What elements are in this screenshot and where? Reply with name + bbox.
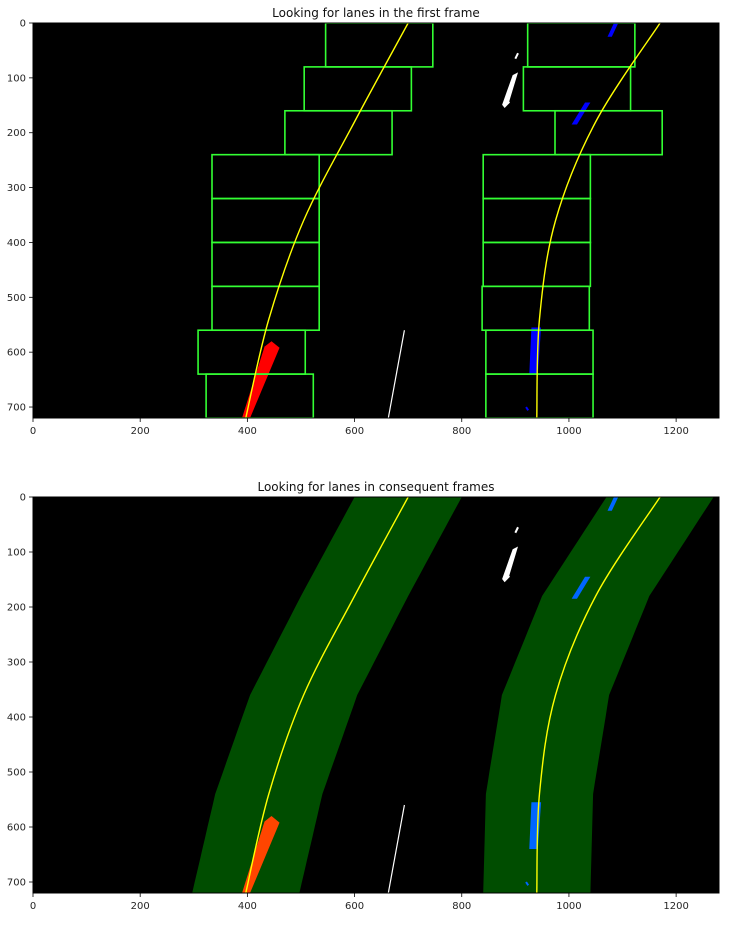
left-lane-fit xyxy=(245,23,409,418)
x-tick-label: 0 xyxy=(30,426,36,437)
consequent-frames-chart: Looking for lanes in consequent frames 0 2… xyxy=(7,480,720,912)
x-tick-label: 400 xyxy=(238,901,257,912)
y-tick-label: 400 xyxy=(7,713,26,724)
image-content xyxy=(192,497,714,893)
y-tick-label: 600 xyxy=(7,823,26,834)
x-tick-label: 600 xyxy=(345,426,364,437)
right-lane-pixels-middle xyxy=(571,102,591,125)
noise-blob xyxy=(501,72,519,106)
noise-blob-end xyxy=(502,99,510,109)
x-tick-label: 600 xyxy=(345,901,364,912)
y-tick-label: 100 xyxy=(7,548,26,559)
right-lane-pixels-top xyxy=(607,23,619,37)
x-tick-label: 200 xyxy=(131,426,150,437)
y-tick-label: 100 xyxy=(7,73,26,84)
x-tick-label: 1000 xyxy=(556,901,581,912)
right-search-window xyxy=(554,109,663,156)
first-frame-chart: Looking for lanes in the first frame 0 200… xyxy=(7,6,720,437)
image-content xyxy=(197,23,663,418)
right-lane-fit xyxy=(536,497,661,893)
x-tick-label: 800 xyxy=(452,426,471,437)
right-lane-pixels-top xyxy=(607,497,619,511)
x-tick-label: 200 xyxy=(131,901,150,912)
x-tick-label: 1200 xyxy=(663,901,688,912)
chart-title: Looking for lanes in consequent frames xyxy=(257,480,494,494)
right-lane-pixel-dot xyxy=(525,881,530,886)
noise-blob-end xyxy=(502,574,510,583)
y-tick-label: 200 xyxy=(7,128,26,139)
right-lane-pixel-dot xyxy=(525,406,530,411)
right-search-window xyxy=(485,373,594,418)
y-tick-label: 400 xyxy=(7,238,26,249)
y-tick-label: 700 xyxy=(7,878,26,889)
y-tick-label: 0 xyxy=(20,19,26,30)
noise-line xyxy=(387,330,405,418)
noise-line xyxy=(387,804,405,893)
axes-frame xyxy=(32,496,720,894)
noise-blob xyxy=(501,546,519,580)
y-tick-label: 300 xyxy=(7,658,26,669)
y-tick-label: 600 xyxy=(7,348,26,359)
left-lane-fit xyxy=(245,497,409,893)
x-tick-label: 400 xyxy=(238,426,257,437)
y-tick-label: 200 xyxy=(7,603,26,614)
x-tick-label: 1200 xyxy=(663,426,688,437)
x-tick-label: 1000 xyxy=(556,426,581,437)
right-search-band xyxy=(483,497,714,893)
axes-frame xyxy=(32,22,720,419)
y-tick-label: 700 xyxy=(7,403,26,414)
left-lane-pixels xyxy=(242,816,280,893)
y-tick-label: 500 xyxy=(7,768,26,779)
left-search-window xyxy=(205,373,315,418)
left-search-window xyxy=(284,109,393,156)
x-tick-label: 0 xyxy=(30,901,36,912)
y-tick-label: 300 xyxy=(7,183,26,194)
noise-dot xyxy=(514,52,519,60)
y-tick-label: 0 xyxy=(20,493,26,504)
first-frame-plot: Looking for lanes in the first frame 0 200… xyxy=(0,0,729,458)
y-tick-label: 500 xyxy=(7,293,26,304)
noise-dot xyxy=(514,526,519,534)
consequent-frames-plot: Looking for lanes in consequent frames 0 2… xyxy=(0,474,729,932)
right-lane-pixels-middle xyxy=(571,576,591,599)
x-tick-label: 800 xyxy=(452,901,471,912)
chart-title: Looking for lanes in the first frame xyxy=(272,6,480,20)
right-lane-fit xyxy=(536,23,661,418)
left-lane-pixels xyxy=(242,341,280,418)
image-background xyxy=(33,23,719,418)
left-search-band xyxy=(192,497,462,893)
